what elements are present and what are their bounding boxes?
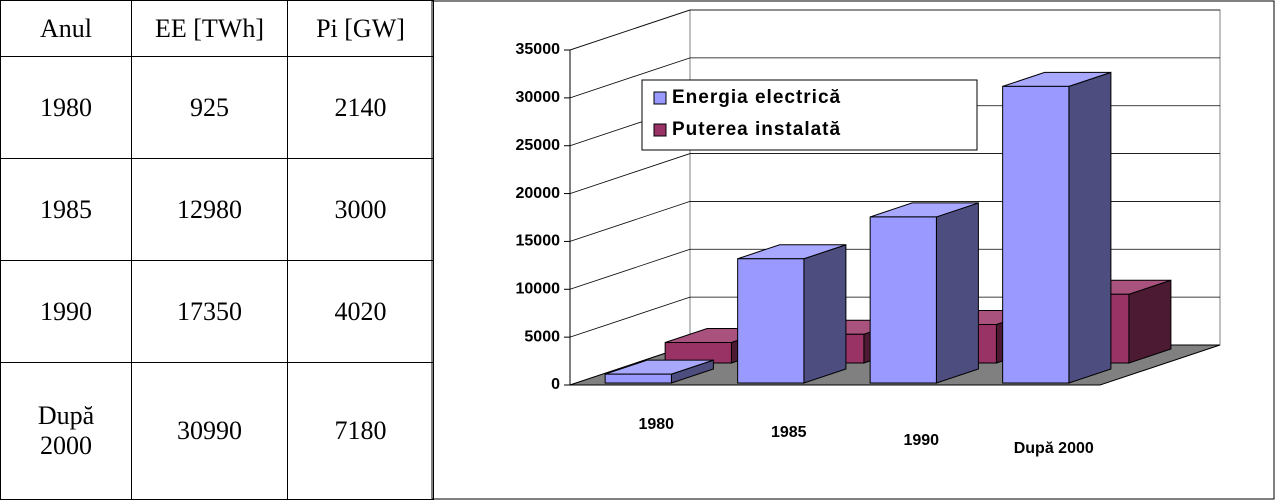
table-cell: 925 [131, 56, 288, 159]
cell-text: 17350 [177, 296, 242, 326]
bar [1062, 279, 1172, 364]
y-tick-label: 30000 [516, 89, 561, 106]
table-cell: 7180 [287, 362, 434, 500]
grid-line [569, 344, 1220, 386]
bar [604, 359, 714, 384]
table-row: 1980 925 2140 [0, 56, 434, 159]
bar-top [929, 310, 1039, 326]
table-row: După 2000 30990 7180 [0, 362, 434, 500]
bar-front [1002, 85, 1070, 384]
bar-side [995, 309, 1039, 364]
bar-front [797, 333, 865, 364]
header-row: Anul EE [TWh] Pi [GW] [0, 0, 434, 57]
bar-top [797, 319, 907, 335]
cell-text: 3000 [334, 194, 387, 224]
grid-line [569, 201, 1220, 242]
cell-text: 1985 [40, 194, 92, 224]
legend-label: Energia electrică [672, 87, 841, 108]
cell-text: 2140 [334, 92, 387, 122]
bar-side [935, 202, 979, 384]
cell-text: 1990 [40, 296, 92, 326]
grid-line [569, 248, 1220, 290]
x-tick-label: 1990 [903, 432, 939, 449]
cell-text: 925 [190, 92, 229, 122]
table-row: 1985 12980 3000 [0, 158, 434, 261]
x-tick-label: După 2000 [1014, 440, 1094, 457]
table-cell: 17350 [131, 260, 288, 363]
cell-text: 7180 [334, 416, 387, 445]
cell-text: Anul [40, 13, 92, 43]
grid-line [569, 9, 1220, 51]
x-tick-label: 1980 [638, 416, 674, 433]
table-cell: 12980 [131, 158, 288, 261]
y-tick-label: 20000 [516, 185, 561, 202]
bar-side [1128, 279, 1172, 364]
bar-front [1062, 293, 1130, 364]
bar-front [929, 324, 997, 364]
x-tick-label: 1985 [771, 424, 807, 441]
cell-text: 4020 [334, 296, 387, 326]
bar [797, 319, 907, 364]
bar-side [863, 319, 907, 364]
bar [664, 327, 774, 364]
bar [1002, 71, 1112, 384]
bar-top [664, 328, 774, 344]
bar-top [869, 202, 979, 218]
cell-text: 1980 [40, 92, 92, 122]
table-cell: După 2000 [0, 362, 132, 500]
bar-front [604, 373, 672, 384]
cell-text: 30990 [177, 416, 242, 445]
y-tick-label: 35000 [516, 41, 561, 58]
table-cell: Anul [0, 0, 132, 57]
bar [869, 202, 979, 384]
table-row: 1990 17350 4020 [0, 260, 434, 363]
chart-frame [431, 0, 1275, 500]
grid-line [569, 296, 1220, 338]
bar [737, 244, 847, 384]
y-tick-label: 5000 [524, 328, 560, 345]
side-wall [569, 9, 691, 386]
table-cell: 3000 [287, 158, 434, 261]
bar-side [803, 244, 847, 384]
cell-text: Pi [GW] [316, 13, 405, 43]
legend-swatch [653, 91, 667, 105]
bar-top [1062, 279, 1172, 295]
table-cell: 1990 [0, 260, 132, 363]
y-tick-label: 0 [551, 376, 560, 393]
y-tick-label: 25000 [516, 137, 561, 154]
cell-text: 12980 [177, 194, 242, 224]
bar-top [737, 244, 847, 260]
table-cell: 1980 [0, 56, 132, 159]
back-wall [689, 9, 1221, 346]
bar-side [730, 327, 774, 364]
y-tick-label: 10000 [516, 281, 561, 298]
bar-front [869, 216, 937, 384]
legend [641, 79, 978, 151]
table-cell: 30990 [131, 362, 288, 500]
table-cell: 4020 [287, 260, 434, 363]
bar-front [737, 258, 805, 384]
bar-top [1002, 71, 1112, 87]
y-tick-label: 15000 [516, 233, 561, 250]
grid-line [569, 105, 1220, 147]
table-cell: Pi [GW] [287, 0, 434, 57]
bar-side [1068, 71, 1112, 384]
table-cell: EE [TWh] [131, 0, 288, 57]
table-cell: 2140 [287, 56, 434, 159]
cell-text: EE [TWh] [154, 13, 264, 43]
bar-side [670, 359, 714, 384]
floor [569, 344, 1221, 386]
cell-text: După 2000 [37, 401, 95, 460]
grid-line [569, 153, 1220, 194]
grid-line [569, 57, 1220, 99]
data-table: Anul EE [TWh] Pi [GW] 1980 925 2140 1985 12980 3… [0, 0, 434, 500]
legend-label: Puterea instalată [672, 119, 841, 140]
bar-front [664, 342, 732, 364]
bar [929, 309, 1039, 364]
bar-top [604, 359, 714, 375]
table-cell: 1985 [0, 158, 132, 261]
legend-swatch [653, 123, 667, 137]
